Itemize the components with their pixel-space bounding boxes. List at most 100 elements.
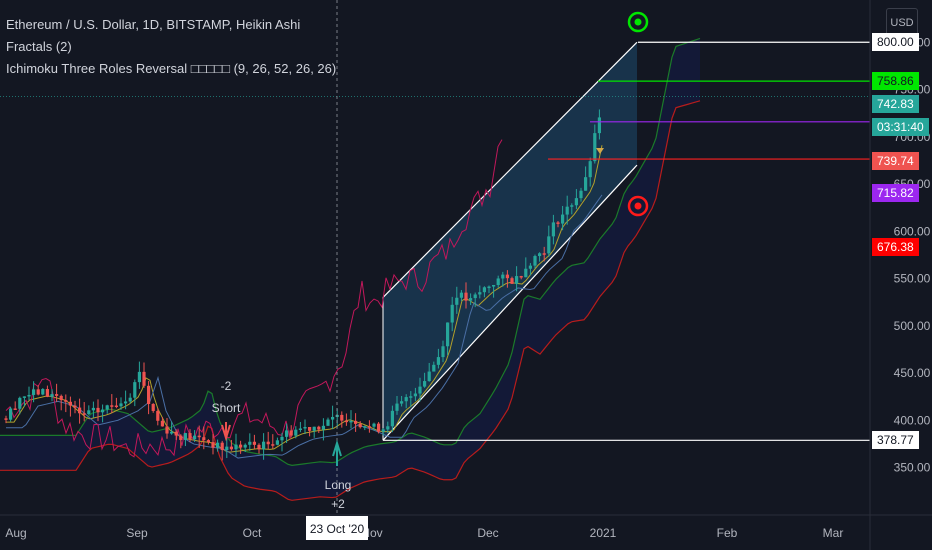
price-tick-label: 550.00	[894, 272, 931, 286]
candle-body	[68, 401, 72, 406]
fractals-indicator-label[interactable]: Fractals (2)	[6, 39, 72, 54]
candle-body	[206, 440, 210, 443]
candle-body	[101, 409, 105, 413]
price-tick-label: 450.00	[894, 366, 931, 380]
candle-body	[13, 408, 17, 410]
candle-body	[317, 426, 321, 430]
sell-signal-icon	[627, 195, 649, 217]
symbol-title[interactable]: Ethereum / U.S. Dollar, 1D, BITSTAMP, He…	[6, 17, 301, 32]
candle-body	[91, 407, 95, 411]
candle-body	[262, 441, 266, 450]
candle-body	[519, 276, 523, 278]
candle-body	[487, 286, 491, 289]
candle-body	[464, 292, 468, 301]
time-tick-label: Oct	[243, 526, 262, 540]
candle-body	[427, 371, 431, 382]
candle-body	[395, 403, 399, 411]
signal-markers: -2 Short Long +2	[212, 11, 649, 511]
candle-body	[128, 397, 132, 402]
candle-body	[142, 371, 146, 386]
candle-body	[533, 256, 537, 266]
short-label: Short	[212, 401, 241, 415]
candle-body	[551, 222, 555, 237]
candle-body	[32, 389, 36, 395]
cloud-area	[0, 38, 700, 501]
candle-body	[321, 425, 325, 430]
candle-body	[528, 265, 532, 269]
candle-body	[18, 397, 22, 409]
candle-body	[165, 426, 169, 434]
crosshair-date-label: 23 Oct '20	[310, 522, 365, 536]
candle-body	[354, 420, 358, 424]
candle-body	[229, 446, 233, 450]
candle-body	[312, 426, 316, 431]
candle-body	[220, 442, 224, 451]
candle-body	[22, 396, 26, 398]
candle-body	[225, 446, 229, 451]
ichimoku-indicator-label[interactable]: Ichimoku Three Roles Reversal □□□□□ (9, …	[6, 61, 337, 76]
candle-body	[55, 394, 59, 396]
candle-body	[473, 294, 477, 299]
price-tag-80000: 800.00	[872, 33, 919, 52]
candle-body	[597, 117, 601, 134]
chikou-span-line	[5, 139, 503, 458]
candle-body	[64, 400, 68, 402]
price-tag-67638: 676.38	[872, 238, 919, 257]
candle-body	[418, 386, 422, 394]
crosshair-date-box	[306, 516, 368, 540]
price-tick-label: 850.00	[894, 0, 931, 2]
candle-body	[36, 389, 40, 395]
candle-body	[565, 206, 569, 215]
candle-body	[574, 198, 578, 206]
candle-body	[216, 442, 220, 448]
candle-body	[404, 397, 408, 402]
candle-body	[160, 420, 164, 427]
candle-body	[151, 404, 155, 411]
candle-body	[197, 435, 201, 438]
candle-body	[381, 429, 385, 432]
kijun-sen-line	[6, 194, 603, 459]
candle-body	[423, 381, 427, 387]
candle-body	[45, 389, 49, 397]
time-tick-label: Sep	[126, 526, 148, 540]
candle-body	[496, 278, 500, 286]
candle-body	[326, 419, 330, 426]
currency-button[interactable]: USD	[886, 8, 918, 38]
candle-body	[584, 177, 588, 191]
candle-body	[561, 214, 565, 224]
price-tick-label: 350.00	[894, 461, 931, 475]
candle-body	[492, 285, 496, 287]
candle-body	[271, 444, 275, 446]
candle-body	[542, 253, 546, 255]
candle-body	[432, 364, 436, 372]
candle-body	[41, 389, 45, 395]
candle-body	[400, 401, 404, 404]
candle-body	[478, 292, 482, 295]
candle-body	[547, 236, 551, 254]
candle-body	[133, 382, 137, 398]
candle-body	[450, 304, 454, 323]
candle-body	[349, 420, 353, 423]
candle-body	[183, 433, 187, 440]
candle-body	[257, 444, 261, 450]
candle-body	[4, 418, 8, 420]
candle-body	[147, 385, 151, 405]
price-tick-label: 500.00	[894, 319, 931, 333]
time-tick-label: Feb	[717, 526, 738, 540]
candle-body	[119, 403, 123, 407]
channel-lower-line	[382, 164, 638, 441]
candle-body	[298, 428, 302, 430]
candle-body	[110, 405, 114, 407]
candle-body	[170, 431, 174, 434]
candle-body	[248, 441, 252, 445]
candle-body	[358, 423, 362, 428]
candle-body	[82, 413, 86, 415]
candle-body	[50, 394, 54, 397]
candle-body	[303, 426, 307, 429]
candle-body	[156, 410, 160, 421]
price-tick-label: 600.00	[894, 224, 931, 238]
candle-body	[469, 298, 473, 301]
chart-legend: Ethereum / U.S. Dollar, 1D, BITSTAMP, He…	[6, 14, 336, 80]
